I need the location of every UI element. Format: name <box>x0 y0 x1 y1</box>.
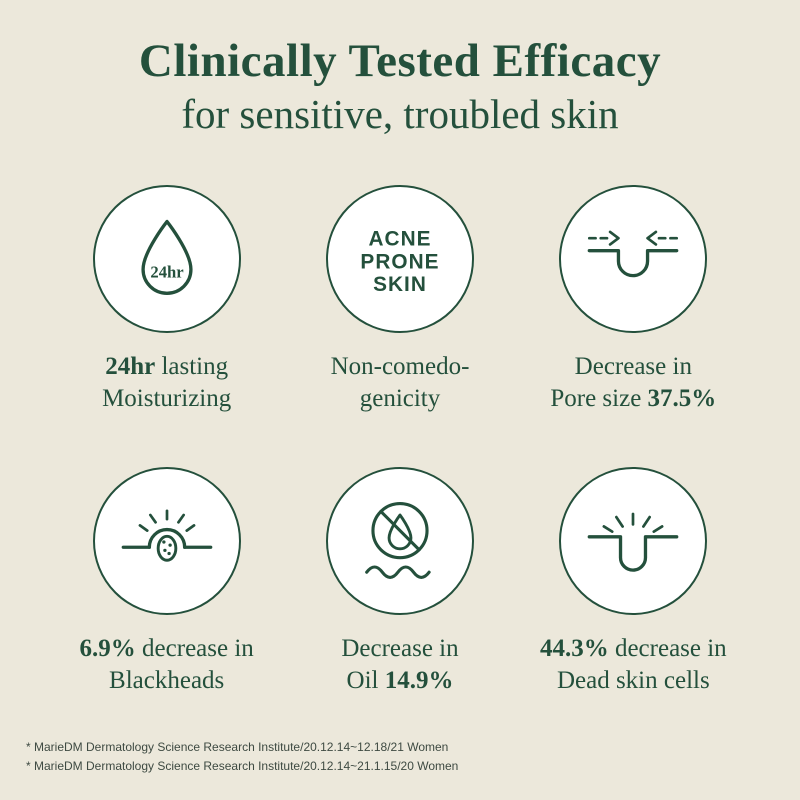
caption-line: Decrease in <box>550 351 716 383</box>
benefit-caption: Decrease in Oil 14.9% <box>341 633 458 697</box>
icon-label: PRONE <box>360 250 439 273</box>
caption-line: genicity <box>331 383 470 415</box>
page-subtitle: for sensitive, troubled skin <box>181 90 619 137</box>
caption-highlight: 14.9% <box>384 666 454 694</box>
caption-line: Dead skin cells <box>540 665 727 697</box>
icon-label: SKIN <box>373 273 427 296</box>
caption-highlight: 44.3% <box>539 634 609 662</box>
caption-text: lasting <box>155 352 229 380</box>
header: Clinically Tested Efficacy for sensitive… <box>0 0 800 137</box>
caption-text: Oil <box>346 666 385 694</box>
caption-line: Decrease in <box>341 633 458 665</box>
benefit-card: ACNE PRONE SKIN Non-comedo-genicity <box>283 184 516 415</box>
footnote-2: * MarieDM Dermatology Science Research I… <box>26 758 459 773</box>
benefit-card: Decrease in Oil 14.9% <box>283 466 516 697</box>
benefit-caption: Non-comedo-genicity <box>331 351 470 415</box>
caption-line: Blackheads <box>80 665 254 697</box>
caption-line: Oil 14.9% <box>341 665 458 697</box>
caption-line: Non-comedo- <box>331 351 470 383</box>
caption-text: Blackheads <box>109 666 225 694</box>
caption-text: Decrease in <box>341 634 459 662</box>
caption-line: 6.9% decrease in <box>80 633 254 665</box>
footnotes: * MarieDM Dermatology Science Research I… <box>26 738 458 776</box>
caption-text: decrease in <box>608 634 727 662</box>
benefits-grid: 24hr 24hr lasting Moisturizing ACNE PRONE… <box>50 184 750 697</box>
page-title: Clinically Tested Efficacy <box>138 35 662 87</box>
caption-line: Moisturizing <box>102 383 231 415</box>
benefit-caption: 24hr lasting Moisturizing <box>102 351 231 415</box>
pore-size-decrease-icon <box>559 184 708 333</box>
dead-skin-cells-icon <box>559 466 708 615</box>
caption-text: Decrease in <box>574 352 692 380</box>
caption-highlight: 24hr <box>105 352 156 380</box>
benefit-card: 6.9% decrease in Blackheads <box>50 466 283 697</box>
blackheads-icon <box>92 466 241 615</box>
benefit-card: 44.3% decrease in Dead skin cells <box>517 466 750 697</box>
benefit-caption: 44.3% decrease in Dead skin cells <box>540 633 727 697</box>
benefit-caption: Decrease in Pore size 37.5% <box>550 351 716 415</box>
icon-label: 24hr <box>150 263 184 282</box>
caption-text: Dead skin cells <box>556 666 710 694</box>
benefit-caption: 6.9% decrease in Blackheads <box>80 633 254 697</box>
acne-prone-skin-icon: ACNE PRONE SKIN <box>325 184 474 333</box>
benefit-card: Decrease in Pore size 37.5% <box>517 184 750 415</box>
caption-highlight: 6.9% <box>79 634 136 662</box>
caption-text: Pore size <box>550 384 648 412</box>
water-drop-24hr-icon: 24hr <box>92 184 241 333</box>
oil-crossed-icon <box>325 466 474 615</box>
caption-line: 44.3% decrease in <box>540 633 727 665</box>
caption-text: decrease in <box>135 634 254 662</box>
caption-highlight: 37.5% <box>647 384 717 412</box>
benefit-card: 24hr 24hr lasting Moisturizing <box>50 184 283 415</box>
caption-text: Moisturizing <box>102 384 232 412</box>
caption-line: 24hr lasting <box>102 351 231 383</box>
caption-text: genicity <box>359 384 441 412</box>
footnote-1: * MarieDM Dermatology Science Research I… <box>26 739 449 754</box>
icon-label: ACNE <box>368 227 431 250</box>
caption-line: Pore size 37.5% <box>550 383 716 415</box>
caption-text: Non-comedo- <box>330 352 470 380</box>
